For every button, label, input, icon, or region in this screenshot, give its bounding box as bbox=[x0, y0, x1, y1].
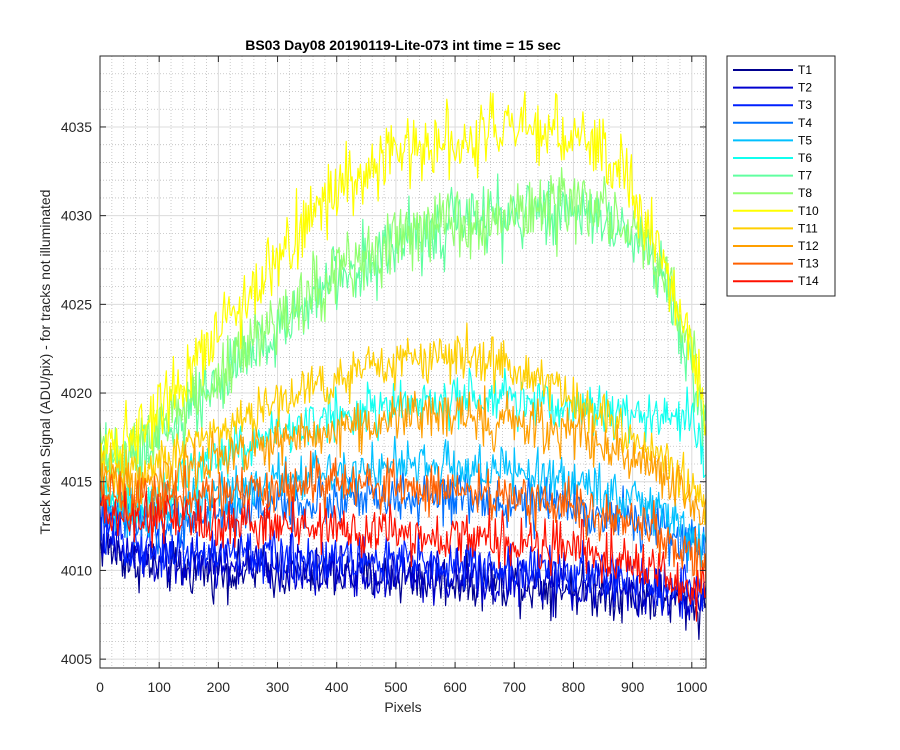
legend-label-t2: T2 bbox=[798, 81, 812, 95]
x-tick-labels: 0 100 200 300 400 500 600 700 800 900 1000 bbox=[96, 679, 707, 695]
legend-label-t14: T14 bbox=[798, 274, 819, 288]
y-tick-label: 4030 bbox=[61, 208, 92, 224]
legend: T1 T2 T3 T4 T5 T6 T7 T8 T10 T11 T12 T13 T14 bbox=[726, 55, 836, 297]
tick-marks bbox=[99, 56, 706, 668]
x-axis-label: Pixels bbox=[384, 699, 421, 715]
series-layer bbox=[100, 91, 706, 641]
x-tick-label: 900 bbox=[621, 679, 645, 695]
chart-title: BS03 Day08 20190119-Lite-073 int time = … bbox=[245, 37, 561, 53]
x-tick-label: 500 bbox=[384, 679, 408, 695]
x-tick-label: 700 bbox=[503, 679, 527, 695]
y-tick-label: 4035 bbox=[61, 119, 92, 135]
y-tick-labels: 4005 4010 4015 4020 4025 4030 4035 bbox=[61, 119, 92, 667]
legend-label-t4: T4 bbox=[798, 116, 812, 130]
series-line-t3 bbox=[100, 495, 706, 619]
x-tick-label: 0 bbox=[96, 679, 104, 695]
legend-label-t12: T12 bbox=[798, 239, 819, 253]
x-tick-label: 600 bbox=[443, 679, 467, 695]
y-tick-label: 4005 bbox=[61, 651, 92, 667]
legend-label-t1: T1 bbox=[798, 63, 812, 77]
x-tick-label: 300 bbox=[266, 679, 290, 695]
series-line-t7 bbox=[100, 173, 706, 496]
x-tick-label: 1000 bbox=[676, 679, 707, 695]
y-tick-label: 4010 bbox=[61, 562, 92, 578]
series-line-t12 bbox=[100, 385, 706, 526]
minor-grid bbox=[100, 55, 706, 668]
series-line-t11 bbox=[100, 322, 706, 526]
legend-label-t10: T10 bbox=[798, 204, 819, 218]
legend-label-t6: T6 bbox=[798, 151, 812, 165]
legend-label-t5: T5 bbox=[798, 133, 812, 147]
series-line-t2 bbox=[100, 512, 706, 621]
axes-box bbox=[99, 55, 707, 669]
y-tick-label: 4015 bbox=[61, 474, 92, 490]
series-line-t14 bbox=[100, 490, 706, 622]
legend-label-t3: T3 bbox=[798, 98, 812, 112]
y-tick-label: 4020 bbox=[61, 385, 92, 401]
series-line-t8 bbox=[100, 167, 706, 481]
y-tick-label: 4025 bbox=[61, 296, 92, 312]
x-tick-label: 400 bbox=[325, 679, 349, 695]
legend-label-t8: T8 bbox=[798, 186, 812, 200]
x-tick-label: 200 bbox=[207, 679, 231, 695]
legend-label-t11: T11 bbox=[798, 221, 818, 235]
x-tick-label: 100 bbox=[148, 679, 172, 695]
y-axis-label: Track Mean Signal (ADU/pix) - for tracks… bbox=[37, 190, 53, 535]
legend-label-t13: T13 bbox=[798, 257, 819, 271]
legend-label-t7: T7 bbox=[798, 169, 812, 183]
series-line-t10 bbox=[100, 91, 706, 475]
x-tick-label: 800 bbox=[562, 679, 586, 695]
series-line-t13 bbox=[100, 450, 706, 595]
